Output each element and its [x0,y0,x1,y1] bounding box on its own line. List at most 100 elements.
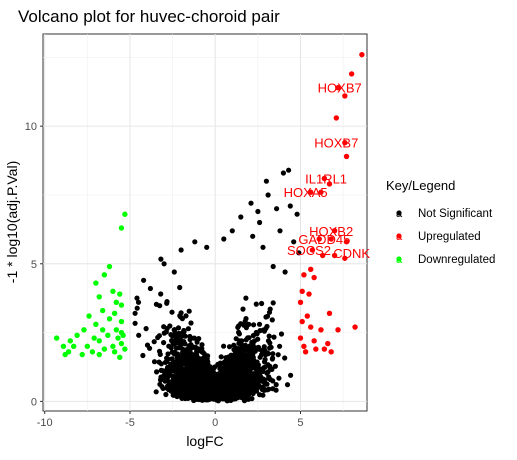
data-point [122,211,128,217]
data-point [335,84,341,91]
series-upregulated [297,51,365,355]
data-point [99,327,106,333]
data-point [60,343,67,350]
data-point [81,327,87,333]
data-point [342,139,348,146]
data-point [301,272,307,278]
data-point [122,346,128,352]
data-point [110,343,116,350]
data-point [331,228,338,234]
data-point [352,324,358,330]
y-axis-title: -1 * log10(adj.P.Val) [4,161,20,283]
data-point [101,272,108,278]
data-point [89,349,96,355]
data-point [106,263,113,270]
legend-key-point [396,256,402,262]
data-point [335,327,341,333]
data-point [308,324,314,330]
data-point [74,332,80,339]
data-point [326,310,333,317]
data-point [118,302,125,308]
data-point [96,338,102,344]
data-point [316,236,322,242]
x-axis-title: logFC [186,433,223,449]
data-point [67,338,73,344]
data-point [120,332,126,339]
significant-points [53,51,365,361]
data-point [118,318,125,325]
data-point [96,294,102,300]
data-point [93,280,99,286]
data-point [117,354,123,361]
data-point [321,346,328,352]
legend-key-point [396,233,402,239]
legend: Key/Legend aNot SignificantaUpregulateda… [386,178,495,266]
data-point [308,266,314,272]
data-point [62,351,68,358]
data-point [53,335,60,341]
data-point [333,115,340,121]
data-point [342,93,348,99]
data-point [99,307,106,314]
x-tick-label: -5 [125,417,135,429]
data-point [359,51,365,58]
series-downregulated [53,211,128,361]
data-point [111,349,118,355]
data-point [321,175,328,182]
data-point [319,252,326,259]
data-point [306,291,312,297]
gene-label: CDNK [333,246,370,261]
data-point [343,239,350,245]
data-point [311,274,317,281]
data-point [110,288,116,294]
not-significant-points [132,167,302,404]
gene-label: SOCS2 [287,243,331,258]
data-point [325,340,331,347]
data-point [313,346,319,352]
data-point [96,351,102,358]
y-tick-label: 10 [25,121,37,133]
data-point [304,313,311,319]
data-point [308,189,314,195]
x-tick-label: 0 [212,417,218,429]
data-point [299,318,305,325]
x-tick-label: -10 [37,417,53,429]
data-point [101,346,108,352]
data-point [91,335,97,341]
data-point [318,189,324,195]
data-point [343,153,350,160]
chart-title: Volcano plot for huvec-choroid pair [18,7,280,26]
data-point [105,332,111,339]
data-point [331,252,338,259]
gene-label: IL1RL1 [305,171,347,186]
data-point [106,316,113,322]
axis-ticks: -10 -5 0 5 0 5 10 [25,121,304,429]
data-point [299,288,305,294]
legend-label: Downregulated [418,254,495,266]
not-significant-point-cloud [132,167,302,404]
gene-label: HOXB7 [314,136,358,151]
data-point [297,335,304,341]
data-point [311,338,317,344]
y-tick-label: 0 [31,396,37,408]
data-point [342,255,348,261]
data-point [318,327,324,333]
legend-label: Upregulated [418,231,481,243]
x-tick-label: 5 [297,417,303,429]
data-point [301,343,307,350]
gene-label: HOXA5 [284,185,328,200]
data-point [328,349,334,355]
plot-panel [42,33,368,412]
data-point [297,299,304,306]
gene-label: HOXB7 [318,81,362,96]
data-point [79,351,85,358]
data-point [309,247,316,253]
data-point [302,349,309,355]
data-point [115,335,121,341]
data-point [70,343,77,350]
gene-label: HOXB2 [309,224,353,239]
data-point [117,291,123,297]
